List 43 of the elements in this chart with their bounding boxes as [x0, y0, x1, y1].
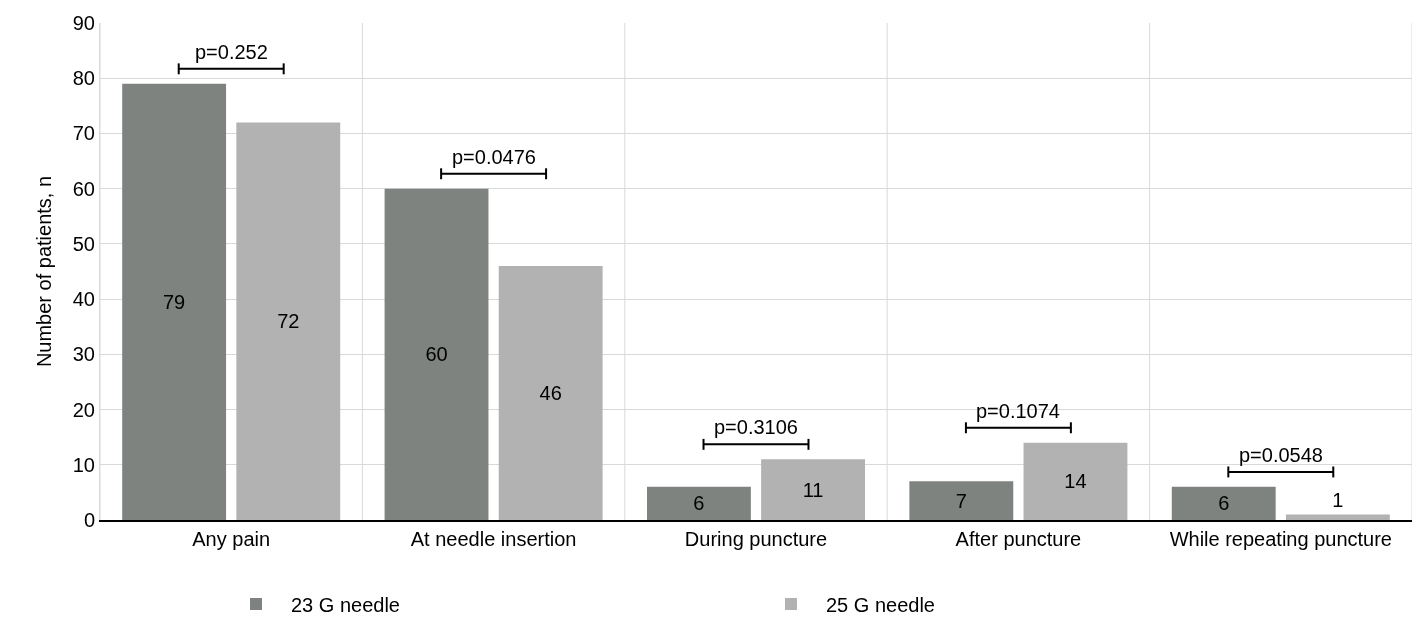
annotation: p=0.0548: [1239, 444, 1323, 466]
annotation: p=0.252: [195, 41, 268, 63]
data-label: 60: [425, 343, 448, 366]
data-label: 7: [955, 489, 967, 512]
data-label: 72: [277, 310, 300, 333]
legend-label: 23 G needle: [291, 593, 400, 616]
y-tick-label: 70: [72, 122, 95, 145]
y-tick-label: 10: [72, 453, 95, 476]
y-tick-label: 40: [72, 288, 95, 311]
y-tick-label: 50: [72, 232, 95, 255]
data-label: 6: [693, 492, 705, 515]
bar: [761, 459, 866, 520]
y-tick-label: 90: [72, 12, 95, 34]
bar: [384, 188, 489, 520]
bar: [909, 481, 1014, 520]
y-tick-label: 20: [72, 398, 95, 421]
bar: [122, 83, 227, 520]
x-tick-label: At needle insertion: [410, 528, 577, 550]
data-label: 1: [1332, 489, 1344, 512]
y-axis-title: Number of patients, n: [33, 175, 56, 368]
y-tick-label: 0: [83, 509, 95, 531]
annotation: p=0.3106: [714, 416, 798, 438]
annotation: p=0.0476: [452, 146, 536, 168]
data-label: 79: [163, 290, 186, 313]
bar: [498, 265, 603, 520]
bar: [1023, 442, 1128, 520]
data-label: 46: [539, 381, 562, 404]
y-tick-label: 60: [72, 177, 95, 200]
bar: [1171, 486, 1276, 520]
data-label: 11: [802, 478, 824, 501]
y-tick-label: 80: [72, 67, 95, 90]
annotation: p=0.1074: [976, 400, 1060, 422]
data-label: 6: [1218, 492, 1230, 515]
bar: [646, 486, 751, 520]
x-tick-label: After puncture: [955, 528, 1082, 550]
legend-label: 25 G needle: [826, 593, 935, 616]
x-tick-label: While repeating puncture: [1169, 528, 1392, 550]
bar: [1285, 514, 1390, 520]
data-label: 14: [1064, 470, 1087, 493]
bar: [236, 122, 341, 520]
y-tick-label: 30: [72, 343, 95, 366]
x-tick-label: Any pain: [192, 528, 271, 550]
x-tick-label: During puncture: [684, 528, 828, 550]
